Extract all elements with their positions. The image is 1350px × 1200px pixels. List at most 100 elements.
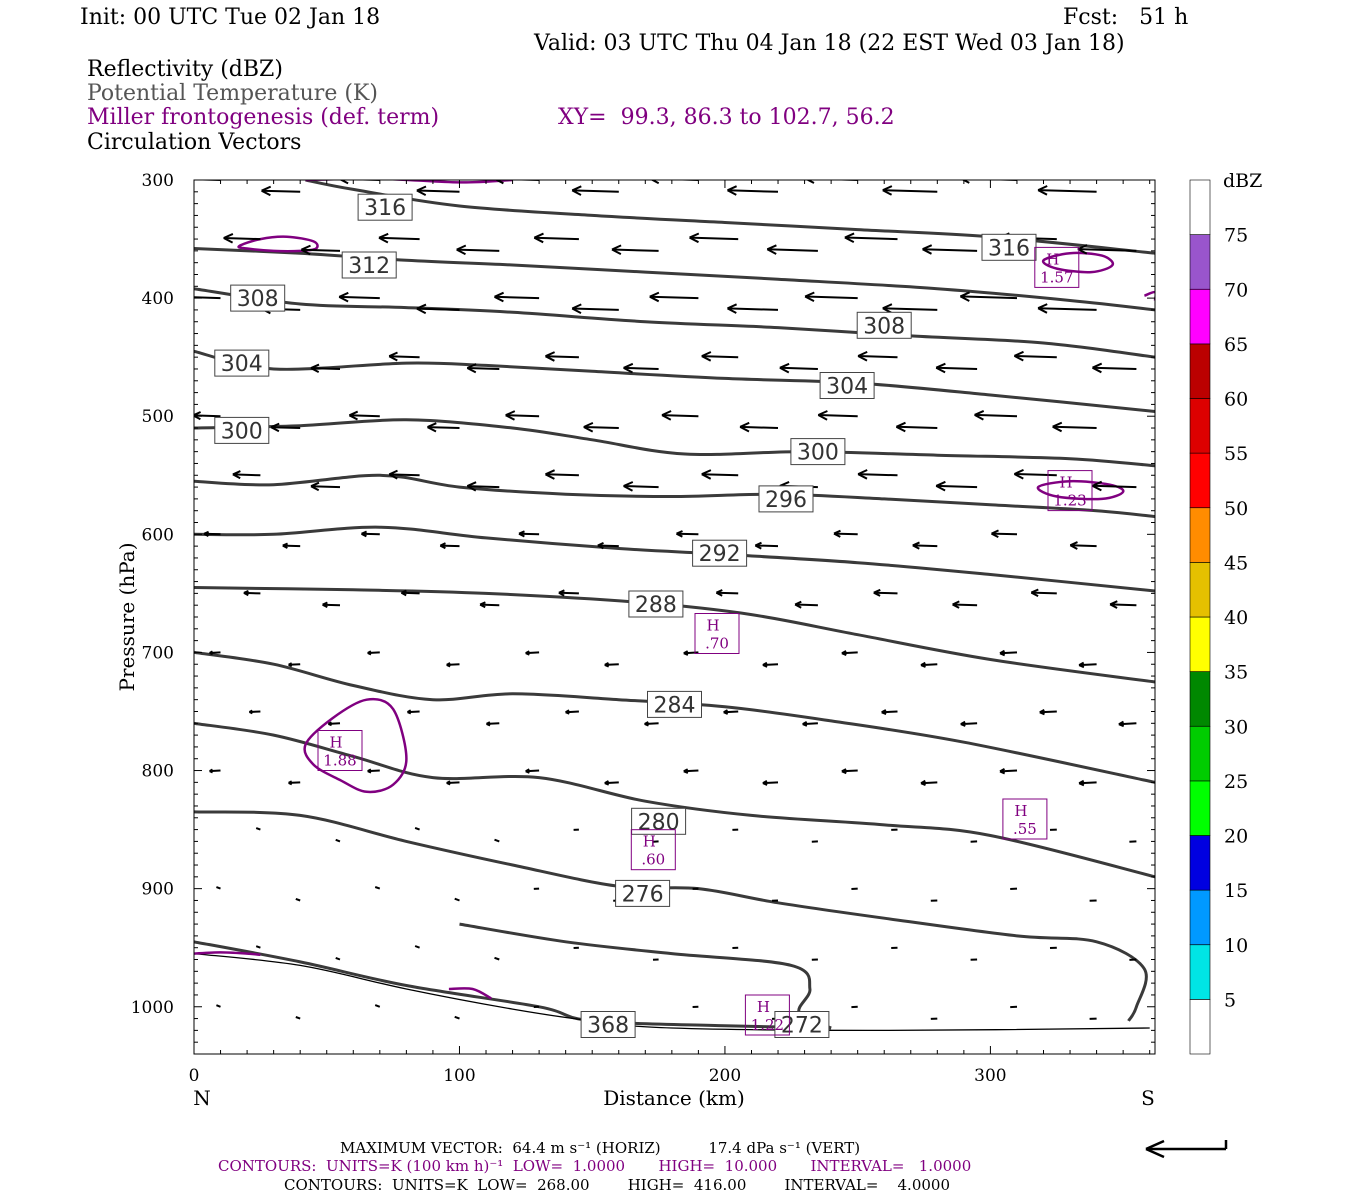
x-tick-label: 100 [443, 1066, 475, 1086]
frontogenesis-maximum: H.60 [630, 829, 676, 871]
circulation-vector [525, 768, 540, 774]
colorbar-tick-label: 45 [1224, 552, 1248, 574]
circulation-vector [288, 662, 301, 668]
circulation-vector [833, 529, 858, 538]
frontogenesis-contour-8 [448, 987, 492, 1000]
frontogenesis-contour-4 [1143, 290, 1155, 301]
circulation-vector [494, 956, 500, 961]
theta-label: 300 [790, 438, 846, 466]
theta-contour-292 [194, 525, 1155, 593]
circulation-vector [209, 650, 221, 656]
circulation-vector [804, 291, 858, 302]
colorbar-swatch [1189, 616, 1211, 672]
svg-text:316: 316 [988, 236, 1030, 261]
circulation-vector [1069, 541, 1097, 550]
circulation-vector [466, 363, 500, 374]
theta-label: 284 [647, 690, 702, 718]
svg-text:284: 284 [654, 693, 696, 718]
circulation-vector [300, 244, 341, 256]
circulation-vector [525, 650, 540, 656]
circulation-vector [583, 421, 619, 433]
circulation-vector [701, 469, 739, 480]
circulation-vector [794, 600, 818, 609]
circulation-vector [873, 588, 898, 597]
circulation-vector [762, 780, 779, 786]
circulation-vector [1052, 421, 1097, 433]
y-tick-label: 700 [142, 643, 174, 663]
colorbar-tick-label: 55 [1224, 443, 1248, 465]
circulation-vector [912, 541, 938, 550]
svg-text:1.88: 1.88 [323, 752, 356, 770]
svg-text:300: 300 [797, 441, 839, 466]
circulation-vector [388, 351, 420, 362]
circulation-vector [335, 838, 341, 843]
colorbar-swatch [1189, 562, 1211, 618]
circulation-vector [232, 470, 261, 480]
circulation-vector [466, 481, 500, 492]
footer-max-vector: MAXIMUM VECTOR: 64.4 m s⁻¹ (HORIZ) 17.4 … [340, 1139, 861, 1157]
circulation-vector [367, 768, 380, 774]
frontogenesis-maximum: H.55 [1002, 798, 1048, 840]
circulation-vector [920, 661, 938, 668]
circulation-vector [439, 542, 460, 550]
circulation-vector [427, 422, 460, 433]
colorbar-swatch [1189, 889, 1211, 945]
circulation-vector [974, 409, 1018, 421]
circulation-vector [604, 662, 619, 668]
frontogenesis-maximum: H1.57 [1034, 246, 1080, 288]
colorbar-swatch [1189, 452, 1211, 509]
circulation-vector [310, 363, 341, 373]
circulation-vector [255, 945, 261, 949]
circulation-vector [604, 780, 619, 786]
circulation-vector [779, 362, 818, 374]
svg-text:H: H [1046, 250, 1059, 268]
y-tick-label: 1000 [131, 998, 174, 1018]
circulation-vector [335, 956, 341, 961]
circulation-vector [414, 945, 420, 949]
svg-text:292: 292 [699, 542, 741, 567]
circulation-vector [288, 780, 301, 786]
circulation-vector [223, 232, 261, 244]
circulation-vector [920, 779, 938, 787]
colorbar-label: dBZ [1223, 170, 1262, 192]
circulation-vector [844, 232, 898, 243]
circulation-vector [961, 180, 1017, 184]
circulation-vector [1013, 468, 1057, 480]
y-tick-label: 900 [142, 880, 174, 900]
colorbar-swatch [1189, 179, 1211, 235]
svg-text:280: 280 [638, 810, 680, 835]
circulation-vector [739, 421, 779, 433]
circulation-vector [209, 768, 221, 774]
colorbar-tick-label: 75 [1224, 225, 1248, 247]
circulation-vector [407, 709, 420, 715]
circulation-vector [1092, 362, 1137, 374]
frontogenesis-maximum: H1.88 [317, 730, 363, 771]
theta-label: 296 [758, 485, 814, 513]
circulation-vector [1013, 350, 1057, 362]
circulation-vector [650, 180, 699, 185]
colorbar-tick-label: 70 [1224, 279, 1248, 301]
y-tick-label: 800 [142, 762, 174, 782]
circulation-vector [446, 780, 460, 786]
circulation-vector [623, 362, 659, 374]
x-end-label-north: N [193, 1086, 211, 1110]
colorbar-tick-label: 50 [1224, 498, 1248, 520]
circulation-vector [802, 721, 818, 727]
theta-label: 308 [856, 311, 912, 339]
svg-text:288: 288 [635, 593, 677, 618]
svg-text:.60: .60 [641, 851, 665, 869]
circulation-vector [841, 768, 858, 775]
theta-label: 288 [628, 590, 684, 618]
reference-vector [1145, 1139, 1228, 1159]
circulation-vector [388, 469, 420, 480]
field-circulation-vectors: Circulation Vectors [87, 130, 302, 155]
circulation-vector [715, 589, 739, 597]
circulation-vector [374, 886, 381, 890]
colorbar-tick-label: 65 [1224, 334, 1248, 356]
theta-label: 308 [230, 284, 286, 312]
theta-label: 312 [341, 251, 397, 279]
circulation-vector [255, 827, 261, 831]
theta-label: 276 [615, 879, 671, 907]
frontogenesis-maximum: H.70 [694, 613, 740, 654]
circulation-vector [494, 180, 540, 185]
